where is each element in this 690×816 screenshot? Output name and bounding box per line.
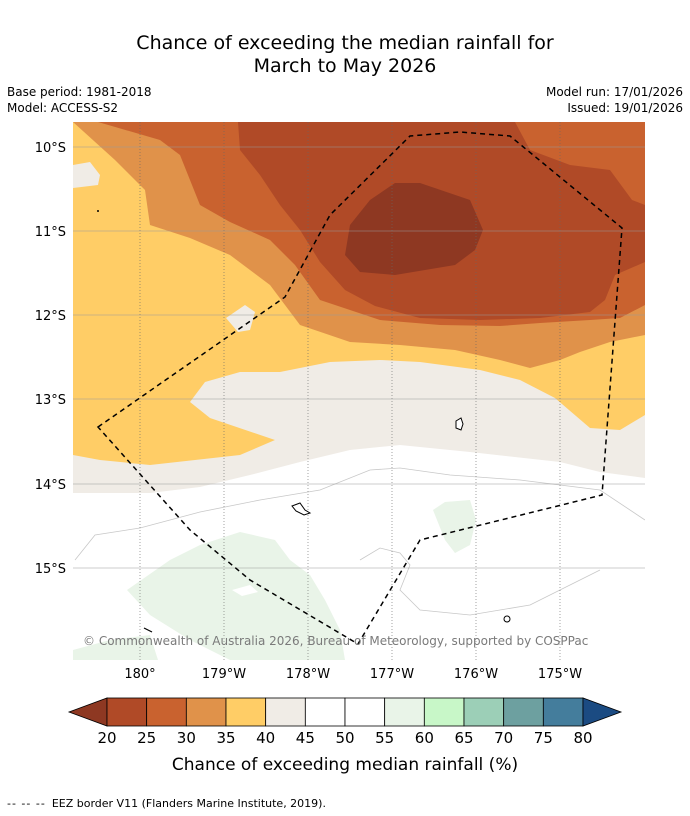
island-center bbox=[291, 502, 312, 516]
colorbar-tick-label: 30 bbox=[177, 729, 196, 747]
eez-border bbox=[96, 131, 623, 646]
base-period: Base period: 1981-2018 bbox=[7, 85, 152, 99]
colorbar: 20 25 30 35 40 45 50 55 60 65 70 75 80 Chance of exc… bbox=[67, 697, 623, 775]
colorbar-cell bbox=[503, 697, 544, 727]
patch-40-45-west bbox=[73, 162, 100, 188]
colorbar-cell bbox=[146, 697, 187, 727]
eez-legend-text: EEZ border V11 (Flanders Marine Institut… bbox=[51, 797, 326, 810]
colorbar-cell bbox=[423, 697, 465, 727]
patch-55-60-south bbox=[127, 532, 345, 660]
colorbar-cell bbox=[265, 697, 306, 727]
colorbar-tick-label: 35 bbox=[216, 729, 235, 747]
issued-date: Issued: 19/01/2026 bbox=[567, 101, 683, 115]
lon-label: 175°W bbox=[538, 667, 582, 682]
colorbar-tick-label: 50 bbox=[335, 729, 354, 747]
colorbar-tick-label: 80 bbox=[573, 729, 592, 747]
colorbar-tick-label: 45 bbox=[296, 729, 315, 747]
longitude-labels: 180° 179°W 178°W 177°W 176°W 175°W bbox=[124, 667, 582, 682]
latitude-gridlines bbox=[73, 146, 645, 569]
colorbar-tick-label: 65 bbox=[454, 729, 473, 747]
colorbar-tick-label: 40 bbox=[256, 729, 275, 747]
colorbar-tick-label: 20 bbox=[97, 729, 116, 747]
lon-label: 178°W bbox=[286, 667, 330, 682]
lon-label: 176°W bbox=[454, 667, 498, 682]
eez-legend: -- -- -- EEZ border V11 (Flanders Marine … bbox=[7, 797, 326, 810]
map-plot-area: © Commonwealth of Australia 2026, Bureau… bbox=[73, 122, 645, 660]
lon-label: 179°W bbox=[202, 667, 246, 682]
island-dot bbox=[97, 210, 99, 212]
eez-legend-marker: -- -- -- bbox=[7, 797, 46, 810]
model-name: Model: ACCESS-S2 bbox=[7, 101, 119, 115]
colorbar-tick-label: 70 bbox=[494, 729, 513, 747]
zone-below-20 bbox=[345, 183, 483, 275]
colorbar-cell bbox=[542, 697, 584, 727]
contour-line-north bbox=[74, 467, 645, 561]
patch-55-60-sw bbox=[73, 635, 158, 660]
colorbar-tick-label: 75 bbox=[534, 729, 553, 747]
colorbar-tick-label: 25 bbox=[137, 729, 156, 747]
lat-label: 11°S bbox=[35, 225, 66, 240]
lat-label: 13°S bbox=[35, 393, 66, 408]
island-east bbox=[455, 417, 464, 431]
colorbar-cell bbox=[106, 697, 148, 727]
colorbar-cell bbox=[304, 697, 346, 727]
colorbar-tick-label: 55 bbox=[375, 729, 394, 747]
map-title-line2: March to May 2026 bbox=[253, 55, 437, 77]
contour-line-south bbox=[359, 547, 601, 616]
colorbar-cell bbox=[384, 697, 425, 727]
lat-label: 15°S bbox=[35, 562, 66, 577]
island-southwest bbox=[143, 627, 153, 633]
lat-label: 10°S bbox=[35, 141, 66, 156]
colorbar-over-arrow bbox=[582, 697, 623, 727]
patch-55-60-east bbox=[433, 500, 476, 553]
model-run: Model run: 17/01/2026 bbox=[545, 85, 683, 99]
map-title-line1: Chance of exceeding the median rainfall … bbox=[136, 32, 554, 54]
patch-white-hole bbox=[232, 585, 258, 596]
map-attribution: © Commonwealth of Australia 2026, Bureau… bbox=[83, 634, 588, 648]
patch-40-45-center bbox=[226, 305, 255, 332]
latitude-labels: 10°S 11°S 12°S 13°S 14°S 15°S bbox=[35, 141, 66, 577]
lon-label: 180° bbox=[124, 667, 155, 682]
colorbar-cell bbox=[185, 697, 227, 727]
colorbar-tick-label: 60 bbox=[415, 729, 434, 747]
colorbar-under-arrow bbox=[67, 697, 108, 727]
colorbar-label: Chance of exceeding median rainfall (%) bbox=[172, 755, 518, 775]
lon-label: 177°W bbox=[370, 667, 414, 682]
lat-label: 14°S bbox=[35, 478, 66, 493]
lat-label: 12°S bbox=[35, 309, 66, 324]
colorbar-cell bbox=[463, 697, 505, 727]
island-south bbox=[503, 615, 511, 623]
colorbar-cell bbox=[225, 697, 267, 727]
colorbar-cell bbox=[344, 697, 386, 727]
